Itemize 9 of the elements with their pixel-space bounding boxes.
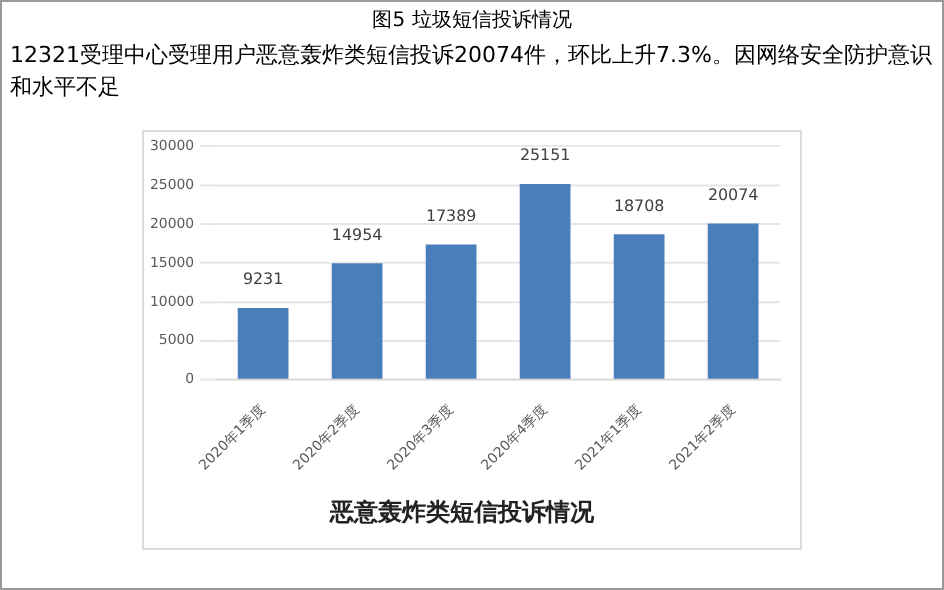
bar (613, 234, 665, 379)
bar (519, 184, 571, 379)
text: 恶意轰炸类短信投诉情况 (327, 498, 597, 527)
chart-subtitle: 图5 垃圾短信投诉情况 (370, 7, 574, 34)
bar (237, 307, 289, 379)
bar (331, 263, 383, 379)
text: 12321受理中心受理用户恶意轰炸类短信投诉20074件，环比上升7.3%。因网络安全防护意识和水平不足 (8, 40, 934, 104)
bar (707, 223, 759, 379)
bar (425, 244, 477, 379)
